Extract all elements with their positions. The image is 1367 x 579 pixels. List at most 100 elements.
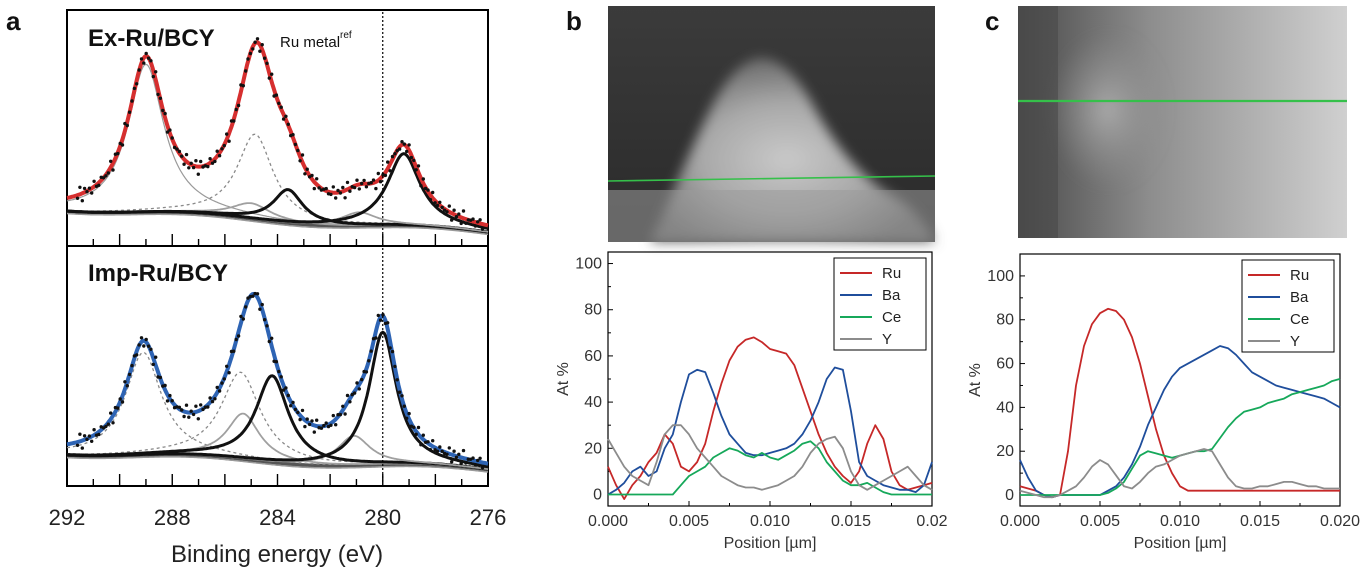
xps-data-point	[447, 204, 451, 208]
y-tick-label: 20	[996, 443, 1014, 460]
series-line-ce	[608, 440, 932, 496]
xps-data-point	[101, 176, 106, 180]
xps-data-point	[248, 51, 253, 56]
xps-data-point	[431, 439, 435, 443]
xps-data-point	[338, 412, 343, 417]
xps-data-point	[227, 139, 231, 143]
xps-data-point	[139, 57, 144, 61]
x-tick-label: 0.02	[916, 513, 947, 530]
xps-data-point	[244, 69, 248, 73]
xps-data-point	[116, 406, 120, 410]
xps-data-point	[341, 185, 345, 190]
xps-data-point	[236, 334, 241, 338]
xps-data-point	[386, 160, 390, 164]
xps-data-point	[149, 59, 153, 63]
xps-data-point	[106, 422, 111, 426]
xps-data-point	[130, 99, 134, 103]
xps-data-point	[374, 186, 378, 191]
xps-title-ex-ru: Ex-Ru/BCY	[88, 25, 215, 52]
xps-data-point	[480, 466, 485, 470]
xps-data-point	[383, 173, 388, 178]
xps-data-point	[135, 82, 139, 86]
xps-data-point	[407, 143, 411, 147]
series-line-ru	[1019, 307, 1340, 499]
xps-data-point	[255, 37, 260, 41]
xps-data-point	[428, 448, 433, 452]
xps-data-point	[322, 423, 326, 428]
x-tick-label: 0.000	[588, 513, 628, 530]
xps-data-point	[165, 399, 170, 403]
xps-data-point	[163, 383, 167, 388]
y-axis-label: At %	[967, 363, 984, 397]
xps-data-point	[452, 208, 456, 212]
xps-data-point	[170, 399, 174, 403]
xps-data-point	[402, 142, 406, 146]
xps-data-point	[307, 422, 312, 427]
xps-data-point	[187, 166, 191, 170]
series-line-ba	[607, 366, 933, 496]
xps-data-point	[251, 47, 255, 51]
xps-data-point	[142, 344, 146, 348]
xps-data-point	[345, 393, 350, 398]
xps-data-point	[172, 145, 177, 150]
xps-data-point	[357, 187, 361, 191]
xps-data-point	[90, 191, 94, 195]
xps-data-point	[431, 190, 435, 195]
xps-data-point	[222, 377, 226, 381]
xps-data-point	[236, 103, 241, 108]
legend-label-ru: Ru	[882, 265, 901, 282]
xps-data-point	[165, 130, 170, 134]
x-axis-label: Position [µm]	[724, 535, 817, 552]
xps-data-point	[246, 57, 250, 61]
xps-data-point	[97, 183, 101, 187]
xps-data-point	[281, 117, 286, 121]
xps-data-point	[177, 405, 182, 409]
xps-ticks	[66, 234, 489, 486]
xps-data-point	[400, 140, 404, 144]
xps-data-point	[445, 210, 449, 214]
xps-data-point	[355, 381, 359, 385]
xps-data-point	[184, 152, 189, 157]
y-tick-label: 100	[575, 256, 602, 273]
xps-data-point	[395, 149, 399, 153]
xps-data-point	[414, 168, 418, 172]
xps-data-point	[296, 148, 300, 153]
xps-data-point	[419, 443, 423, 447]
xps-data-point	[305, 417, 309, 421]
xps-data-point	[371, 178, 376, 182]
xps-data-point	[154, 70, 158, 74]
xps-data-point	[210, 161, 215, 165]
panel-c: 0 20 40 60 80 100 0.000 0.005 0.010 0.015 0.020 Pos…	[967, 6, 1360, 552]
xps-data-point	[400, 394, 404, 398]
xps-data-point	[251, 294, 255, 298]
xps-data-point	[341, 404, 345, 408]
series-line-ru	[607, 336, 933, 500]
xps-data-point	[345, 180, 350, 185]
xps-data-point	[293, 142, 298, 147]
xps-data-point	[222, 143, 226, 148]
y-axis-label: At %	[555, 362, 572, 396]
xps-data-point	[409, 155, 414, 160]
stem-image-c-particle	[1048, 30, 1168, 190]
xps-data-point	[109, 411, 113, 415]
xps-data-point	[388, 346, 392, 350]
xps-data-point	[447, 446, 451, 450]
xps-data-point	[215, 149, 219, 153]
xps-data-point	[196, 172, 200, 176]
xps-component-peak-1-6	[67, 330, 489, 468]
xps-data-point	[317, 186, 321, 190]
xps-data-point	[258, 49, 262, 53]
xps-data-point	[191, 165, 196, 170]
xps-data-point	[310, 419, 314, 423]
xps-data-point	[480, 227, 485, 231]
xps-data-point	[220, 381, 224, 385]
xps-data-point	[407, 411, 411, 416]
series-line-y	[607, 424, 933, 491]
xps-data-point	[118, 397, 122, 401]
x-tick-label: 0.005	[1080, 513, 1120, 530]
xps-data-point	[303, 172, 307, 176]
xps-data-point	[220, 147, 224, 151]
xps-data-point	[338, 191, 343, 195]
xps-data-point	[168, 393, 172, 398]
xps-data-point	[187, 415, 191, 419]
